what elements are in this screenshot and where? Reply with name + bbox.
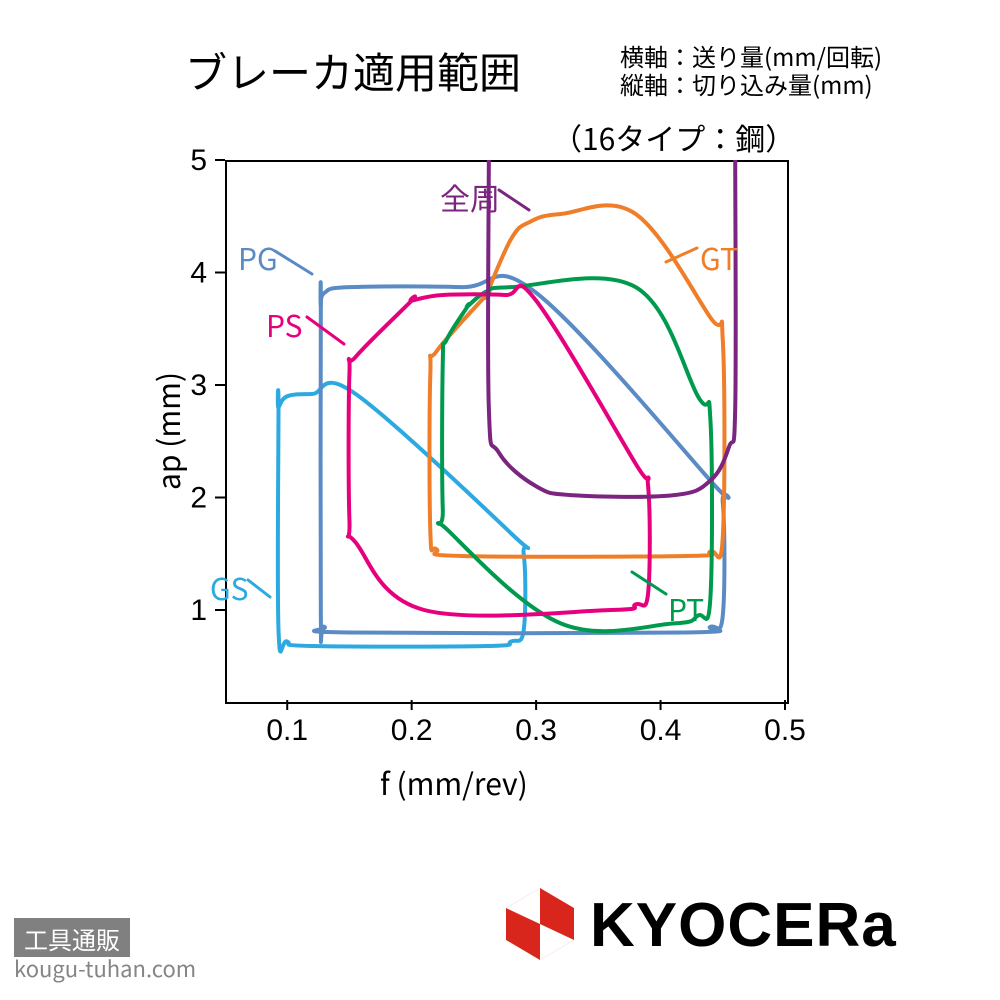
chart-svg: 0.1 0.2 0.3 0.4 0.5 1 2 3 4 5 [0, 0, 1000, 1000]
svg-text:4: 4 [190, 257, 207, 290]
kyocera-logo: KYOCERa [500, 880, 980, 960]
svg-text:0.4: 0.4 [640, 714, 682, 747]
svg-text:0.3: 0.3 [515, 714, 557, 747]
label-zenshu: 全周 [440, 175, 500, 219]
kyocera-mark-icon [506, 888, 574, 960]
label-gt: GT [700, 235, 738, 279]
svg-text:2: 2 [190, 482, 207, 515]
svg-text:5: 5 [190, 144, 207, 177]
watermark-url: kougu-tuhan.com [14, 952, 196, 984]
svg-text:0.2: 0.2 [391, 714, 433, 747]
svg-text:0.5: 0.5 [764, 714, 806, 747]
x-axis-label: f (mm/rev) [380, 760, 528, 804]
svg-text:3: 3 [190, 369, 207, 402]
svg-text:1: 1 [190, 594, 207, 627]
svg-text:0.1: 0.1 [266, 714, 308, 747]
label-pg: PG [238, 235, 278, 279]
kyocera-text: KYOCERa [590, 891, 897, 960]
y-axis-label: ap (mm) [145, 372, 189, 490]
label-gs: GS [210, 565, 249, 609]
label-pt: PT [668, 586, 704, 630]
label-ps: PS [266, 302, 303, 346]
